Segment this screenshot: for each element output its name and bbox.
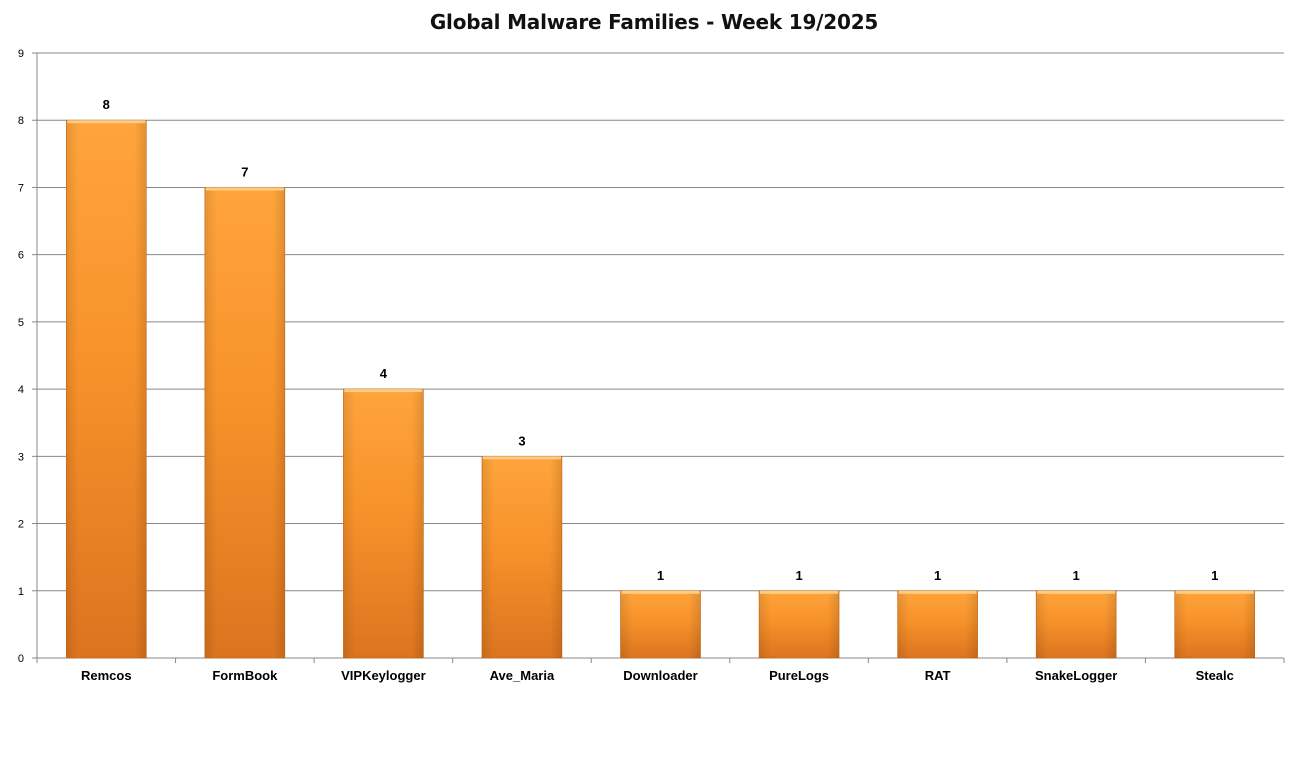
bar-highlight xyxy=(344,389,423,393)
data-label: 4 xyxy=(380,366,388,381)
chart-title: Global Malware Families - Week 19/2025 xyxy=(429,10,879,34)
x-tick-label: Downloader xyxy=(623,668,697,683)
bar-highlight xyxy=(621,590,700,594)
data-label: 7 xyxy=(241,164,248,179)
labels: 0 1 2 3 4 5 6 7 8 9 8 Remcos 7 FormBook 4 VIPKeylogger 3… xyxy=(18,48,1234,683)
bar-highlight xyxy=(1037,590,1116,594)
x-tick-label: Remcos xyxy=(81,668,132,683)
bar-highlight xyxy=(1175,590,1254,594)
x-tick-label: SnakeLogger xyxy=(1035,668,1117,683)
y-tick-label: 9 xyxy=(18,48,24,60)
data-label: 1 xyxy=(934,568,941,583)
data-label: 1 xyxy=(795,568,802,583)
bar-shading xyxy=(620,590,701,658)
bar-highlight xyxy=(898,590,977,594)
bar-shading xyxy=(1036,590,1117,658)
data-label: 1 xyxy=(1073,568,1080,583)
x-tick-label: Ave_Maria xyxy=(490,668,555,683)
bar-highlight xyxy=(760,590,839,594)
data-label: 3 xyxy=(518,433,525,448)
bar-shading xyxy=(66,120,147,658)
y-tick-label: 2 xyxy=(18,519,24,531)
bar-highlight xyxy=(67,120,146,124)
x-tick-label: FormBook xyxy=(212,668,278,683)
bar-shading xyxy=(343,389,424,658)
bar-shading xyxy=(481,456,562,658)
y-tick-label: 0 xyxy=(18,653,24,665)
bar-highlight xyxy=(205,187,284,191)
data-label: 1 xyxy=(657,568,664,583)
y-tick-label: 8 xyxy=(18,115,24,127)
x-tick-label: VIPKeylogger xyxy=(341,668,426,683)
data-label: 1 xyxy=(1211,568,1218,583)
y-tick-label: 7 xyxy=(18,182,24,194)
bar-highlight xyxy=(482,456,561,460)
bar-shading xyxy=(759,590,840,658)
x-tick-label: RAT xyxy=(925,668,951,683)
y-tick-label: 1 xyxy=(18,586,24,598)
bar-shading xyxy=(897,590,978,658)
data-label: 8 xyxy=(103,97,110,112)
y-tick-label: 3 xyxy=(18,451,24,463)
bar-shading xyxy=(1174,590,1255,658)
bar-shading xyxy=(204,187,285,658)
bars xyxy=(65,119,1256,659)
x-tick-label: Stealc xyxy=(1196,668,1234,683)
x-tick-label: PureLogs xyxy=(769,668,829,683)
y-tick-label: 6 xyxy=(18,250,24,262)
y-tick-label: 4 xyxy=(18,384,24,396)
y-tick-label: 5 xyxy=(18,317,24,329)
